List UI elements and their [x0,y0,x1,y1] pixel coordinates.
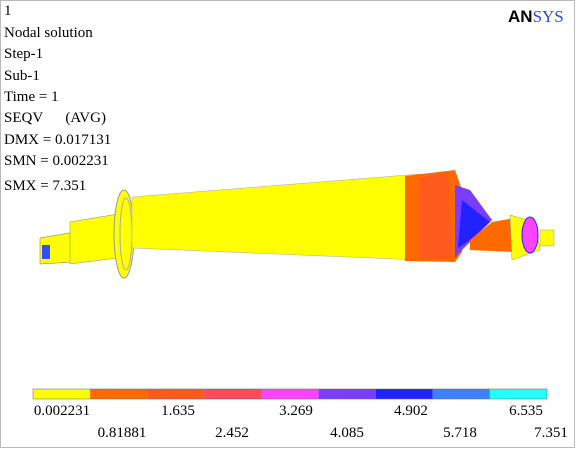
legend-band [261,389,318,399]
logo: ANSYS [508,7,564,26]
info-line: SEQV (AVG) [4,110,106,126]
ansys-window: 1 ANSYS Nodal solution Step-1 Sub-1 Time = … [0,0,576,449]
legend-band [490,389,547,399]
legend-band [147,389,204,399]
legend-band [376,389,433,399]
info-line: Time = 1 [4,89,59,105]
info-line: Sub-1 [4,68,40,84]
legend-label: 6.535 [509,403,543,419]
info-line: SMX = 7.351 [4,178,86,194]
info-line: SMN = 0.002231 [4,153,109,169]
logo-sys: SYS [533,7,564,26]
legend-label: 2.452 [215,425,249,441]
legend-label: 1.635 [161,403,195,419]
info-line: Step-1 [4,46,43,62]
legend-label: 3.269 [279,403,313,419]
legend-band [319,389,376,399]
window-number: 1 [4,3,12,19]
legend-label: 4.085 [330,425,364,441]
legend-band [90,389,147,399]
legend-label: 7.351 [534,425,568,441]
legend-label: 0.002231 [34,403,90,419]
legend-label: 0.81881 [98,425,147,441]
info-line: Nodal solution [4,25,93,41]
info-line: DMX = 0.017131 [4,132,111,148]
legend-label: 5.718 [443,425,477,441]
logo-an: AN [508,7,533,26]
legend-band [204,389,261,399]
legend-band [433,389,490,399]
legend-label: 4.902 [394,403,428,419]
legend-band [33,389,90,399]
